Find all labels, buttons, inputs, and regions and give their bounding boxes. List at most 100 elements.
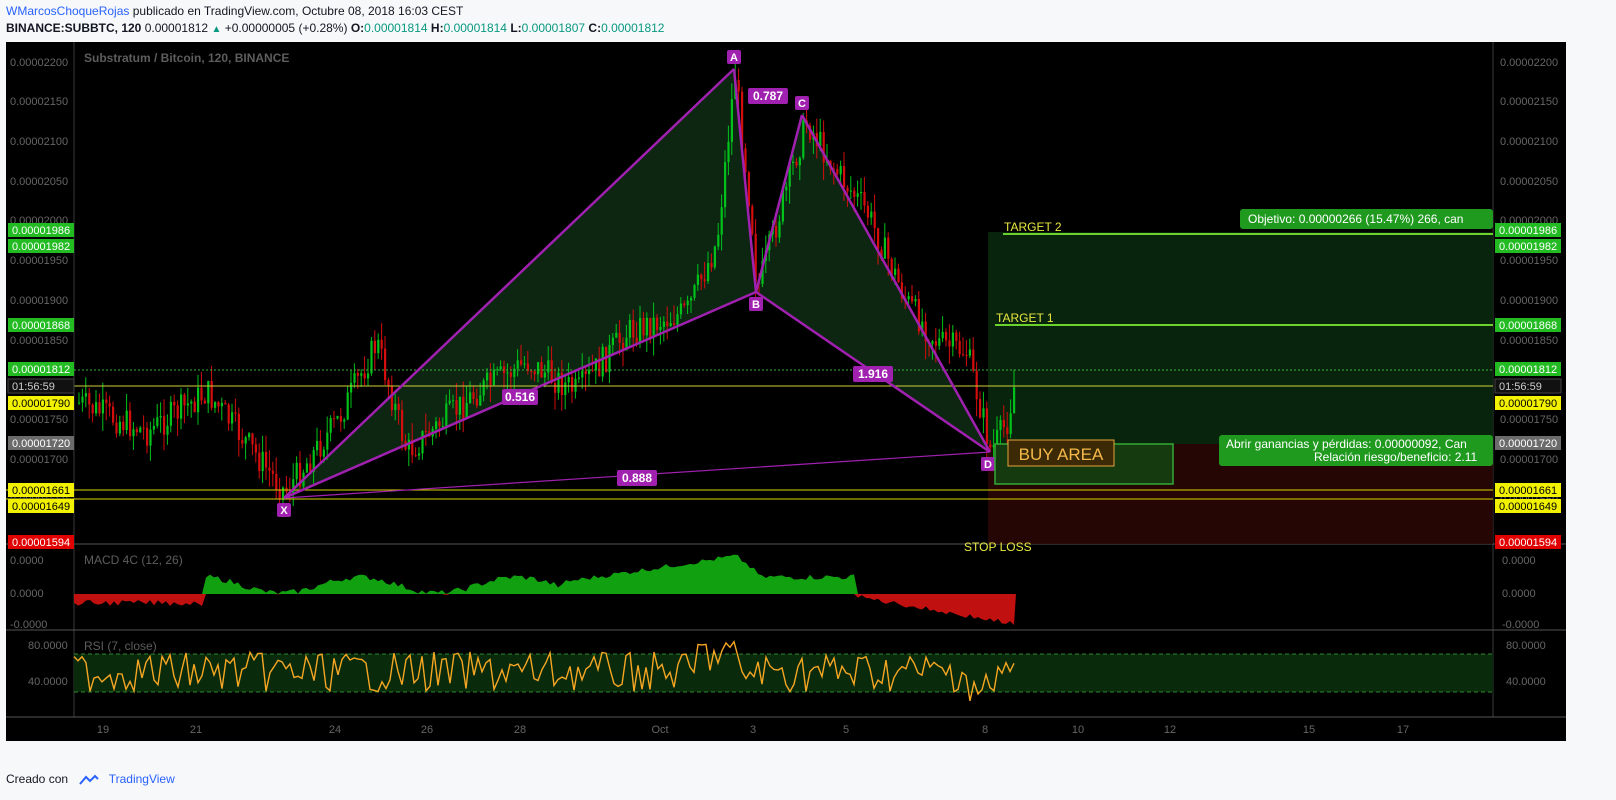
candle-body (744, 148, 747, 173)
candle-body (761, 260, 764, 285)
macd-tick-right-2: 0.0000 (1502, 588, 1536, 600)
candle-body (951, 332, 954, 347)
candle-body (438, 421, 441, 427)
chart-area[interactable]: X A B C D 0.787 0.516 1.916 0.888 TARGET 2 T… (6, 42, 1566, 741)
candle-body (547, 360, 550, 373)
candle-body (996, 429, 999, 445)
candle-body (186, 403, 189, 406)
x-tick: Oct (651, 724, 668, 736)
candle-body (135, 429, 138, 433)
candle-body (574, 378, 577, 392)
candle-body (523, 363, 526, 365)
candle-body (989, 444, 992, 448)
candle-body (299, 462, 302, 487)
candle-body (118, 421, 121, 434)
candle-body (985, 408, 988, 445)
pattern-point-labels: X A B C D (277, 50, 995, 517)
close-label: C: (588, 21, 602, 35)
candle-body (475, 399, 478, 406)
candle-body (227, 404, 230, 424)
leg-ab[interactable] (732, 68, 758, 293)
ratio-0516-box (502, 389, 538, 405)
candle-body (567, 377, 570, 383)
candle-body (496, 369, 499, 371)
candle-body (394, 403, 397, 411)
candle-body (958, 340, 961, 355)
candle-body (669, 323, 672, 327)
open-label: O: (350, 21, 365, 35)
target2-label: TARGET 2 (1004, 220, 1062, 234)
candle-body (305, 463, 308, 473)
price-badge-bg (1495, 318, 1561, 332)
candle-body (336, 416, 339, 419)
price-badge: 0.00001720 (1499, 438, 1557, 450)
candle-body (458, 396, 461, 415)
rsi-title: RSI (7, close) (84, 639, 157, 653)
author-link[interactable]: WMarcosChoqueRojas (6, 4, 130, 18)
ratio-0888-box (617, 470, 657, 486)
candle-body (346, 392, 349, 420)
candle-body (693, 285, 696, 298)
price-badge: 0.00001790 (12, 398, 70, 410)
candle-body (839, 166, 842, 175)
y-tick-left: 0.00001750 (10, 414, 68, 426)
candle-body (142, 427, 145, 429)
candle-body (173, 401, 176, 406)
candle-body (115, 422, 118, 434)
tradingview-link[interactable]: TradingView (108, 772, 175, 786)
candle-body (737, 79, 740, 92)
candle-body (860, 191, 863, 194)
x-axis-ticks: 19 21 24 26 28 Oct 3 5 8 10 12 15 17 (97, 724, 1409, 736)
up-triangle-icon: ▲ (211, 24, 222, 35)
leg-cd[interactable] (800, 114, 992, 453)
candle-body (469, 392, 472, 404)
point-b-label: B (752, 299, 760, 311)
candle-body (312, 450, 315, 472)
candle-body (846, 187, 849, 192)
candle-body (537, 362, 540, 375)
candle-body (911, 296, 914, 302)
candle-body (659, 326, 662, 330)
candle-body (455, 400, 458, 415)
candle-body (894, 268, 897, 276)
price-badge: 0.00001868 (1499, 320, 1557, 332)
candle-body (1002, 419, 1005, 428)
objective-badge[interactable] (1240, 209, 1493, 229)
macd-tick-right-3: -0.0000 (1502, 619, 1539, 631)
price-change: +0.00000005 (+0.28%) (224, 21, 348, 35)
candle-body (275, 473, 278, 490)
candle-body (632, 319, 635, 338)
candle-body (741, 91, 744, 149)
pnl-line1: Abrir ganancias y pérdidas: 0.00000092, … (1226, 437, 1467, 451)
leg-bc[interactable] (754, 114, 804, 293)
candle-body (513, 368, 516, 377)
candle-body (91, 404, 94, 414)
candle-body (775, 225, 778, 238)
candle-body (414, 455, 417, 457)
candle-body (231, 412, 234, 424)
leg-xa[interactable] (283, 68, 735, 499)
chart-svg[interactable]: X A B C D 0.787 0.516 1.916 0.888 TARGET 2 T… (6, 42, 1566, 741)
candle-body (251, 433, 254, 445)
price-badge: 0.00001982 (1499, 241, 1557, 253)
candle-body (877, 228, 880, 250)
candle-body (169, 401, 172, 426)
candle-body (945, 331, 948, 341)
x-tick: 17 (1397, 724, 1409, 736)
buy-area-label: BUY AREA (1019, 445, 1104, 464)
candle-body (319, 440, 322, 457)
pnl-badge[interactable] (1219, 435, 1493, 466)
price-badge: 0.00001868 (12, 320, 70, 332)
candle-body (819, 131, 822, 147)
y-tick-left: 0.00002200 (10, 57, 68, 69)
candle-body (652, 317, 655, 338)
profit-zone[interactable] (988, 232, 1493, 444)
candle-body (564, 382, 567, 396)
y-tick-right: 0.00001950 (1500, 255, 1558, 267)
candle-body (843, 166, 846, 188)
candle-body (639, 317, 642, 343)
price-badge-bg (1495, 436, 1561, 450)
ratio-0787: 0.787 (753, 89, 783, 103)
candle-body (424, 431, 427, 433)
candle-body (700, 274, 703, 280)
